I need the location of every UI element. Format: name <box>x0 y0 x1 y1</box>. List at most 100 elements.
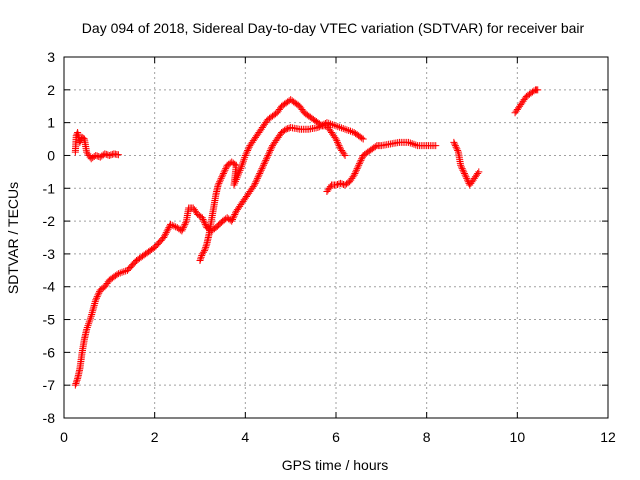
data-point <box>90 303 98 311</box>
data-point <box>91 298 99 306</box>
data-point <box>167 220 175 228</box>
data-point <box>263 153 271 161</box>
data-point <box>259 163 267 171</box>
data-point <box>341 125 349 133</box>
tick-marks <box>63 56 609 419</box>
data-point <box>200 217 208 225</box>
data-point <box>219 170 227 178</box>
y-tick-label: -7 <box>43 377 56 393</box>
data-point <box>406 139 414 147</box>
y-tick-label: -5 <box>43 312 56 328</box>
data-marks <box>71 86 542 389</box>
data-point <box>253 174 261 182</box>
data-point <box>95 289 103 297</box>
data-point <box>266 147 274 155</box>
data-point <box>339 125 347 133</box>
data-point <box>256 170 264 178</box>
data-point <box>253 176 261 184</box>
data-point <box>348 128 356 136</box>
data-point <box>450 138 458 146</box>
data-point <box>244 145 252 153</box>
data-point <box>451 142 459 150</box>
data-point <box>257 166 265 174</box>
data-point <box>255 171 263 179</box>
data-point <box>202 243 210 251</box>
data-point <box>170 222 178 230</box>
data-point <box>89 307 97 315</box>
data-point <box>352 168 360 176</box>
series-track-2 <box>71 119 367 389</box>
series-track-3 <box>196 96 349 264</box>
data-point <box>216 178 224 186</box>
data-point <box>355 161 363 169</box>
data-point <box>250 181 258 189</box>
data-point <box>334 140 342 148</box>
data-point <box>120 268 128 276</box>
data-point <box>199 215 207 223</box>
data-point <box>235 168 243 176</box>
data-point <box>457 163 465 171</box>
data-point <box>196 256 204 264</box>
data-point <box>332 122 340 130</box>
data-point <box>258 165 266 173</box>
data-point <box>107 151 115 159</box>
data-point <box>458 165 466 173</box>
data-point <box>335 142 343 150</box>
y-tick-label: 1 <box>47 115 55 131</box>
data-point <box>452 143 460 151</box>
data-point <box>201 247 209 255</box>
data-point <box>102 150 110 158</box>
data-point <box>219 171 227 179</box>
data-point <box>92 296 100 304</box>
data-point <box>197 253 205 261</box>
data-point <box>475 168 483 176</box>
data-point <box>463 174 471 182</box>
data-point <box>243 148 251 156</box>
data-point <box>474 170 482 178</box>
data-point <box>88 310 96 318</box>
data-point <box>179 224 187 232</box>
series-track-4 <box>323 138 440 196</box>
data-point <box>359 135 367 143</box>
data-point <box>216 176 224 184</box>
x-tick-label: 8 <box>423 429 431 445</box>
data-point <box>405 138 413 146</box>
data-point <box>160 234 168 241</box>
data-point <box>454 147 462 155</box>
x-tick-labels: 0 2 4 6 8 10 12 <box>60 429 616 445</box>
data-point <box>91 300 99 308</box>
x-tick-label: 2 <box>151 429 159 445</box>
y-axis-label: SDTVAR / TECUs <box>5 182 21 294</box>
x-tick-label: 4 <box>241 429 249 445</box>
data-point <box>350 171 358 179</box>
series-track-1 <box>71 128 122 163</box>
data-point <box>228 217 236 225</box>
data-point <box>93 293 101 301</box>
chart-title: Day 094 of 2018, Sidereal Day-to-day VTE… <box>82 20 585 36</box>
data-point <box>260 160 268 168</box>
data-point <box>261 158 269 166</box>
data-point <box>164 225 172 233</box>
data-point <box>332 181 340 189</box>
data-point <box>228 215 236 223</box>
data-point <box>116 269 124 277</box>
data-point <box>461 171 469 179</box>
data-point <box>265 150 273 158</box>
data-point <box>347 127 355 135</box>
data-point <box>201 245 209 253</box>
y-tick-label: -1 <box>43 180 56 196</box>
data-point <box>114 151 122 159</box>
y-tick-label: -2 <box>43 213 56 229</box>
data-point <box>179 225 187 233</box>
data-point <box>351 170 359 178</box>
data-point <box>281 126 289 134</box>
data-point <box>327 120 335 128</box>
y-tick-label: 2 <box>47 82 55 98</box>
data-point <box>457 161 465 169</box>
data-point <box>328 121 336 129</box>
data-point <box>181 220 189 228</box>
data-point <box>336 123 344 131</box>
data-point <box>317 121 325 129</box>
